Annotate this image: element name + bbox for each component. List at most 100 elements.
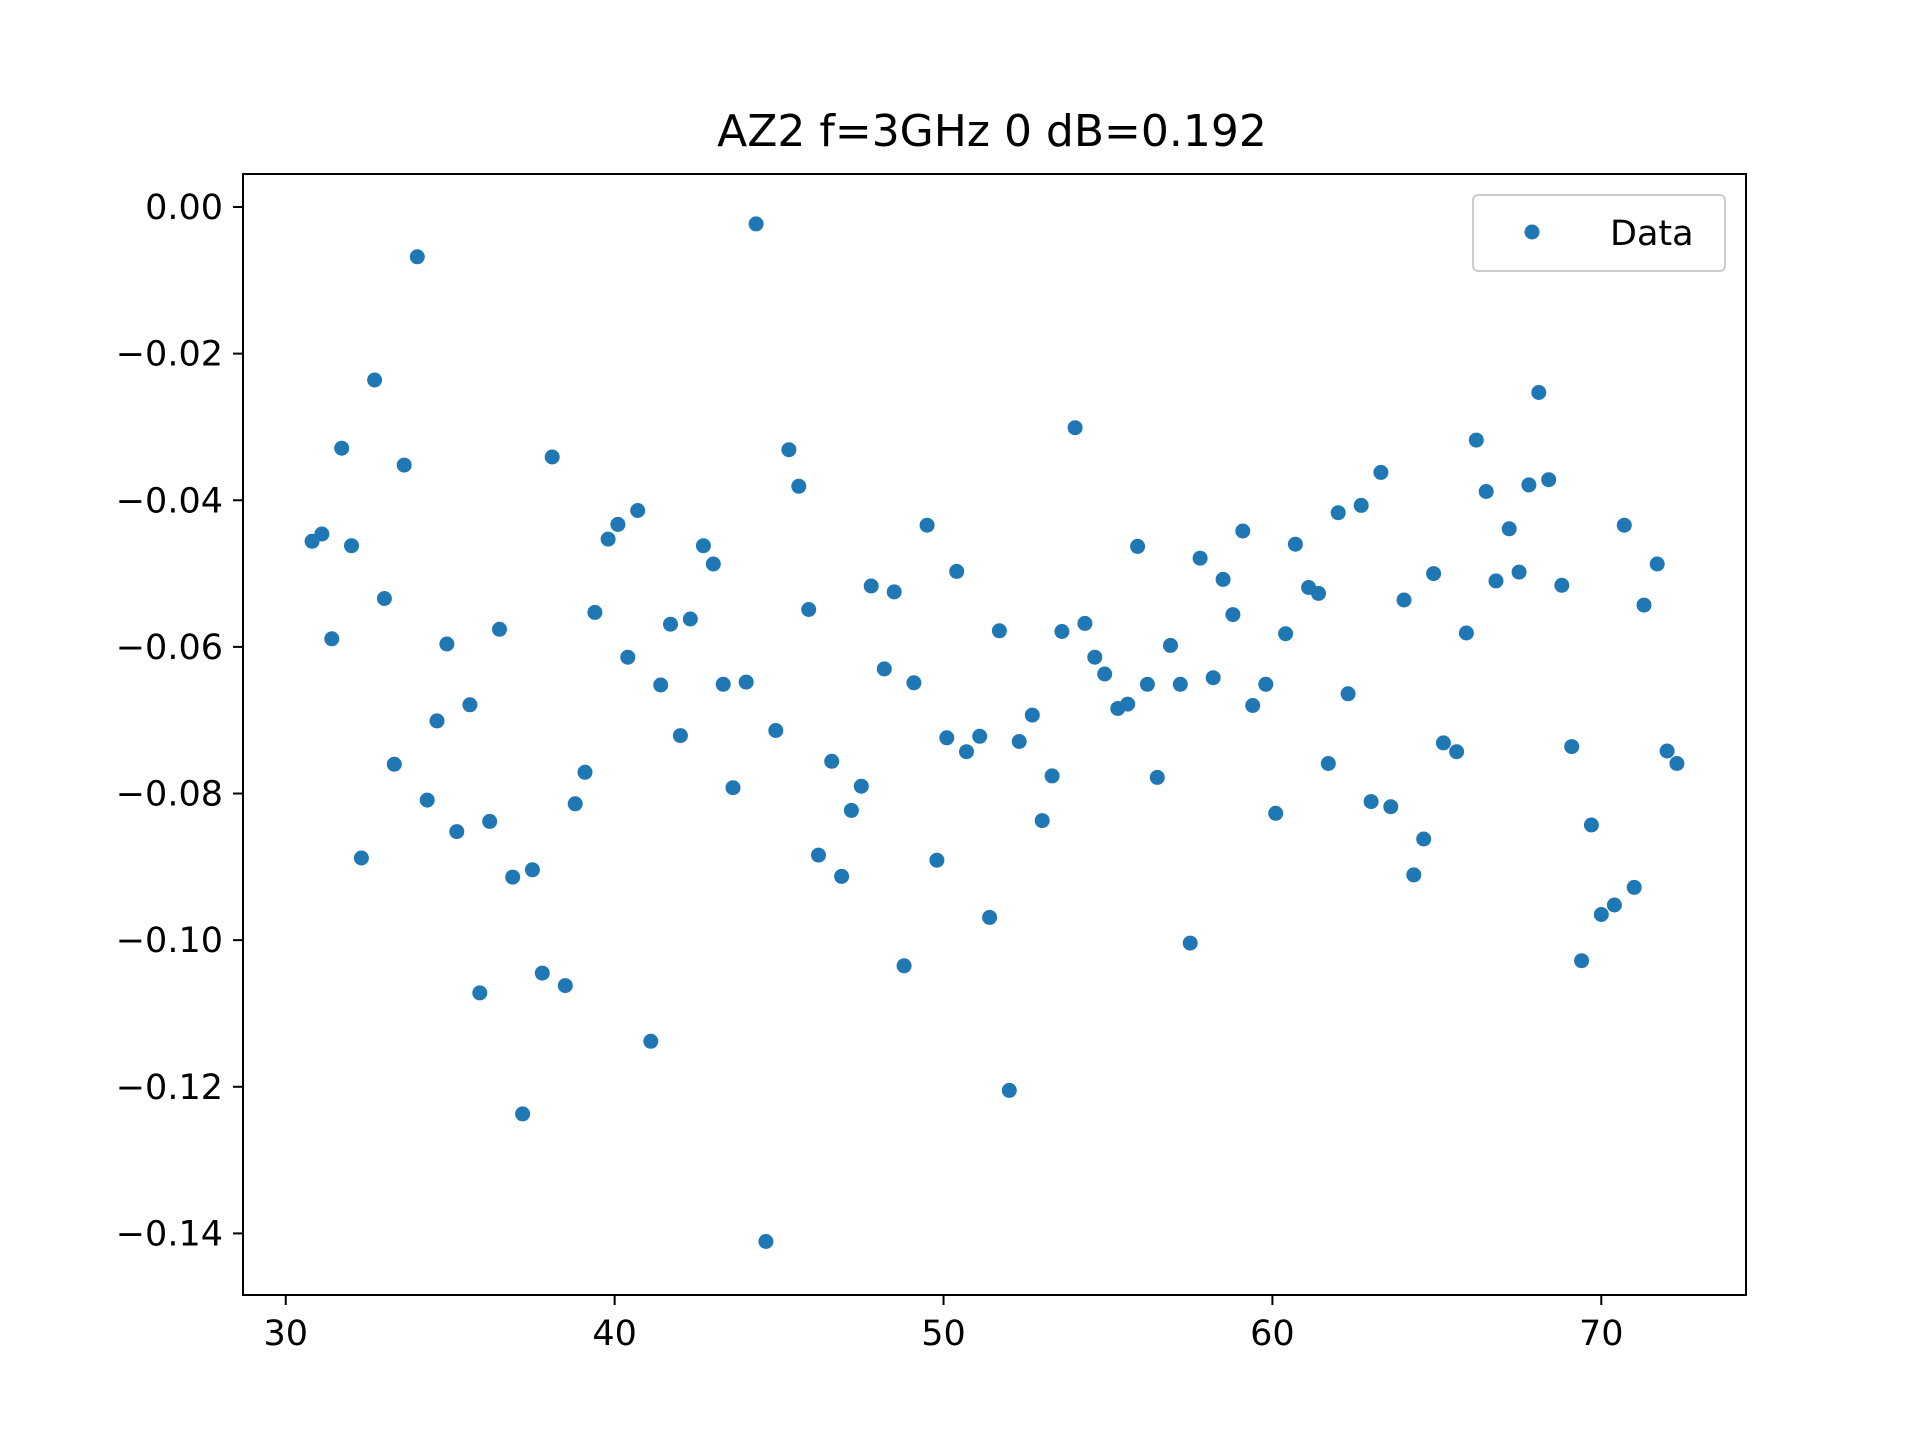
data-point bbox=[738, 674, 754, 690]
y-tick-label: −0.10 bbox=[116, 921, 223, 961]
data-point bbox=[1215, 571, 1231, 587]
data-point bbox=[1669, 756, 1685, 771]
data-point bbox=[334, 440, 350, 456]
data-point bbox=[557, 978, 573, 994]
data-point bbox=[492, 621, 507, 637]
x-axis-ticks: 30 40 50 60 70 bbox=[263, 1295, 1624, 1354]
data-point bbox=[758, 1234, 774, 1249]
data-point bbox=[1353, 497, 1369, 513]
legend: Data bbox=[1472, 194, 1726, 272]
legend-label-data: Data bbox=[1610, 214, 1694, 254]
data-point bbox=[1097, 666, 1113, 682]
data-point bbox=[1067, 420, 1083, 436]
data-point bbox=[682, 611, 698, 627]
data-point bbox=[843, 802, 859, 818]
data-point bbox=[1054, 624, 1070, 639]
data-point bbox=[1383, 799, 1399, 815]
data-point bbox=[1363, 794, 1379, 810]
data-point bbox=[620, 649, 636, 665]
data-point bbox=[324, 631, 340, 647]
data-point bbox=[544, 449, 560, 465]
data-point bbox=[1149, 769, 1165, 785]
data-point bbox=[587, 604, 603, 620]
data-point bbox=[1287, 536, 1303, 552]
data-point bbox=[386, 756, 402, 772]
data-point bbox=[695, 538, 711, 554]
data-point bbox=[1130, 538, 1146, 554]
data-point bbox=[824, 753, 840, 769]
data-point bbox=[725, 780, 741, 796]
data-point bbox=[610, 516, 626, 532]
data-point bbox=[1330, 505, 1346, 521]
data-point bbox=[672, 728, 688, 744]
data-point bbox=[1245, 698, 1261, 713]
data-point bbox=[314, 526, 330, 542]
data-point bbox=[1416, 831, 1432, 847]
data-point bbox=[949, 563, 965, 579]
data-point bbox=[1011, 734, 1027, 749]
data-point bbox=[1488, 573, 1504, 589]
x-tick-label: 30 bbox=[263, 1314, 308, 1354]
data-point bbox=[600, 531, 616, 547]
data-point bbox=[419, 792, 435, 808]
data-point bbox=[1034, 813, 1050, 829]
y-tick-label: −0.04 bbox=[116, 481, 223, 521]
data-point bbox=[577, 764, 593, 780]
data-point bbox=[1501, 521, 1517, 537]
data-point bbox=[972, 728, 988, 744]
data-point bbox=[982, 909, 998, 925]
data-point bbox=[1636, 597, 1652, 613]
data-point bbox=[1340, 686, 1356, 702]
data-point bbox=[1163, 637, 1178, 653]
data-point bbox=[886, 584, 902, 600]
data-point bbox=[876, 661, 892, 677]
data-point bbox=[1268, 805, 1284, 821]
data-point bbox=[1583, 817, 1599, 833]
data-point bbox=[1606, 897, 1622, 913]
data-point bbox=[1192, 550, 1208, 566]
data-point bbox=[906, 675, 922, 691]
data-point bbox=[863, 578, 879, 594]
data-point bbox=[643, 1033, 659, 1049]
data-point bbox=[353, 850, 369, 866]
data-point bbox=[1458, 625, 1474, 641]
data-point bbox=[1311, 585, 1326, 601]
data-point bbox=[1396, 592, 1412, 608]
data-point bbox=[1077, 615, 1093, 631]
data-point bbox=[991, 623, 1007, 639]
data-point bbox=[1478, 484, 1494, 499]
x-tick-label: 50 bbox=[921, 1314, 966, 1354]
data-point bbox=[515, 1106, 531, 1122]
data-point bbox=[1044, 768, 1060, 784]
data-point bbox=[1278, 626, 1294, 642]
y-tick-label: 0.00 bbox=[145, 188, 223, 228]
data-point bbox=[939, 730, 955, 746]
data-point bbox=[1626, 879, 1642, 895]
legend-marker bbox=[1524, 224, 1540, 240]
data-point bbox=[409, 249, 425, 265]
data-point bbox=[567, 796, 583, 812]
x-tick-label: 40 bbox=[592, 1314, 637, 1354]
data-point bbox=[705, 556, 721, 572]
data-point bbox=[472, 985, 488, 1001]
data-point bbox=[1659, 743, 1675, 759]
data-point bbox=[344, 538, 359, 554]
data-point bbox=[663, 616, 678, 632]
data-point bbox=[1087, 649, 1103, 665]
data-point bbox=[505, 869, 521, 885]
data-point bbox=[1564, 739, 1580, 755]
data-point bbox=[1406, 867, 1422, 883]
data-point bbox=[1235, 523, 1251, 539]
data-point bbox=[768, 723, 784, 738]
data-point bbox=[1139, 676, 1155, 692]
data-point bbox=[929, 852, 945, 868]
data-points bbox=[304, 216, 1685, 1249]
x-tick-label: 60 bbox=[1250, 1314, 1295, 1354]
data-point bbox=[791, 478, 807, 494]
y-tick-label: −0.02 bbox=[116, 335, 223, 375]
data-point bbox=[781, 442, 797, 458]
data-point bbox=[1531, 385, 1547, 400]
data-point bbox=[1541, 472, 1557, 488]
data-point bbox=[1554, 577, 1570, 593]
data-point bbox=[1521, 477, 1537, 493]
